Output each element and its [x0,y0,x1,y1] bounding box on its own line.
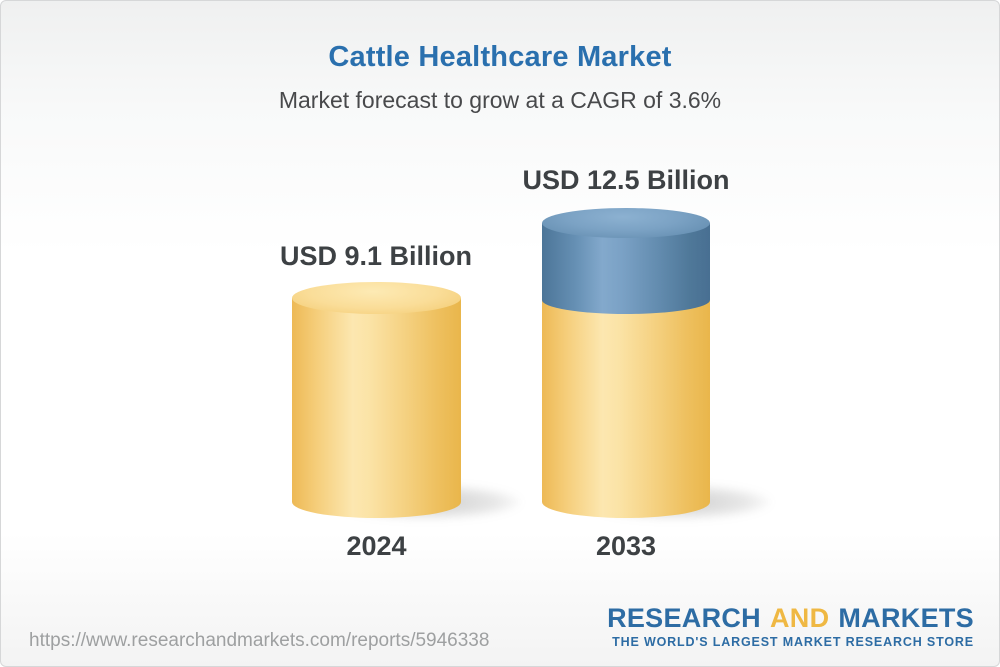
report-url: https://www.researchandmarkets.com/repor… [29,630,490,651]
cylinder-top-2033 [542,208,710,238]
brand-logo-wordmark: RESEARCH AND MARKETS [607,604,974,632]
cylinder-body-2024 [292,298,461,518]
page-title: Cattle Healthcare Market [328,41,672,73]
cylinder-top-2024 [292,282,461,314]
value-label-2033: USD 12.5 Billion [522,165,730,195]
logo-word-and: AND [769,603,830,633]
logo-word-markets: MARKETS [838,603,974,633]
year-label-2024: 2024 [346,531,407,561]
year-label-2033: 2033 [595,531,657,561]
brand-logo-tagline: THE WORLD'S LARGEST MARKET RESEARCH STOR… [612,635,974,649]
chart-subtitle: Market forecast to grow at a CAGR of 3.6… [278,87,722,113]
cylinder-growth-segment-2033 [542,223,710,314]
cylinder-body-2033-base [542,300,710,518]
logo-word-research: RESEARCH [607,603,761,633]
brand-logo: RESEARCH AND MARKETS THE WORLD'S LARGEST M… [607,604,974,649]
value-label-2024: USD 9.1 Billion [279,241,473,271]
